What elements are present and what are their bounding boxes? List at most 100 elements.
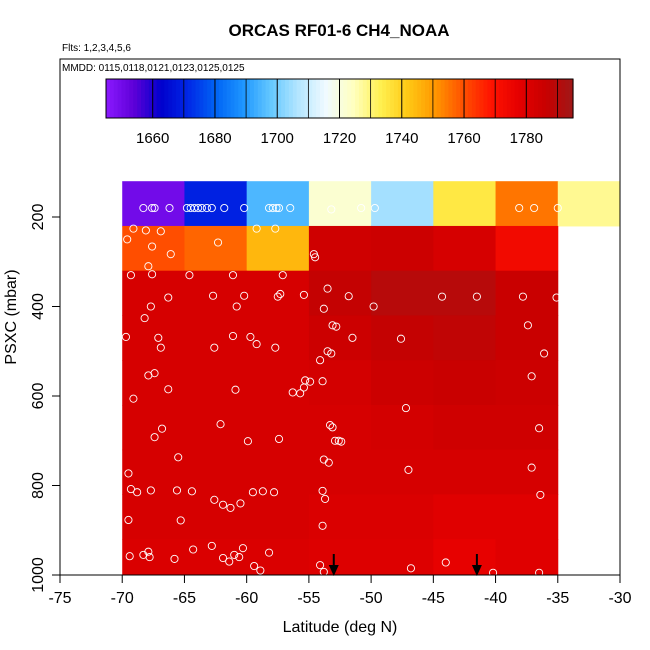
colorbar-tick-label: 1740 xyxy=(385,130,418,147)
x-tick-label: -40 xyxy=(484,590,507,607)
chart-title: ORCAS RF01-6 CH4_NOAA xyxy=(228,21,449,40)
data-point xyxy=(276,289,285,299)
data-point xyxy=(252,340,261,349)
data-point xyxy=(141,226,150,235)
colorbar-segment xyxy=(168,79,173,118)
data-point xyxy=(318,377,327,386)
colorbar-tick-label: 1760 xyxy=(447,130,480,147)
data-point xyxy=(327,205,336,214)
heatmap-cell xyxy=(308,270,372,316)
data-point xyxy=(144,371,153,380)
data-point xyxy=(472,292,481,301)
colorbar-segment xyxy=(316,79,321,118)
colorbar-segment xyxy=(164,79,169,118)
heatmap-cell xyxy=(184,449,248,495)
colorbar-segment xyxy=(273,79,278,118)
data-point xyxy=(441,558,450,567)
colorbar-segment xyxy=(561,79,566,118)
heatmap-cell xyxy=(122,181,185,227)
colorbar-segment xyxy=(253,79,259,118)
heatmap-cell xyxy=(433,181,497,227)
heatmap-cell xyxy=(246,539,310,576)
data-point xyxy=(216,420,225,429)
data-point xyxy=(176,516,185,525)
colorbar-segment xyxy=(203,79,208,118)
colorbar-segment xyxy=(331,79,337,118)
heatmap-cell xyxy=(122,494,185,540)
data-point xyxy=(144,262,153,271)
colorbar-segment xyxy=(261,79,267,118)
colorbar-segment xyxy=(218,79,224,118)
data-point xyxy=(404,465,413,474)
colorbar-segment xyxy=(460,79,465,118)
colorbar-segment xyxy=(569,79,574,118)
data-point xyxy=(207,541,216,550)
data-point xyxy=(406,564,415,573)
data-point xyxy=(540,349,549,358)
colorbar-segment xyxy=(541,79,547,118)
colorbar-segment xyxy=(537,79,543,118)
data-point xyxy=(166,250,175,259)
colorbar-segment xyxy=(300,79,306,118)
colorbar-segment xyxy=(487,79,492,118)
data-point xyxy=(325,421,335,430)
data-point xyxy=(187,487,196,496)
colorbar-segment xyxy=(440,79,446,118)
data-point xyxy=(316,356,325,365)
colorbar-segment xyxy=(409,79,415,118)
data-point xyxy=(124,515,133,525)
data-point xyxy=(527,372,536,381)
heatmap-cell xyxy=(495,225,559,272)
data-point xyxy=(299,290,308,299)
colorbar-segment xyxy=(288,79,294,118)
colorbar-segment xyxy=(444,79,450,118)
data-point xyxy=(306,377,315,386)
colorbar-segment xyxy=(530,79,535,118)
data-point xyxy=(213,238,223,247)
x-tick-label: -75 xyxy=(48,590,71,607)
colorbar-tick-label: 1660 xyxy=(136,130,169,147)
heatmap-cell xyxy=(371,181,434,227)
x-tick-label: -60 xyxy=(235,590,258,607)
data-point xyxy=(230,550,239,559)
heatmap-cell xyxy=(308,404,372,451)
colorbar-segment xyxy=(176,79,181,118)
data-point xyxy=(337,437,346,446)
colorbar-segment xyxy=(401,79,407,118)
colorbar-segment xyxy=(292,79,298,118)
data-point xyxy=(324,458,333,467)
data-point xyxy=(164,385,173,394)
y-tick-label: 1000 xyxy=(30,557,47,593)
colorbar-segment xyxy=(467,79,473,118)
x-tick-label: -45 xyxy=(422,590,445,607)
colorbar-segment xyxy=(495,79,500,118)
colorbar-segment xyxy=(549,79,555,118)
colorbar-segment xyxy=(109,79,115,118)
colorbar-segment xyxy=(137,79,142,118)
data-point xyxy=(370,203,379,213)
heatmap-cell xyxy=(557,181,621,227)
colorbar-segment xyxy=(382,79,387,118)
data-point xyxy=(271,224,280,233)
heatmap-cell xyxy=(246,449,310,495)
x-axis-label: Latitude (deg N) xyxy=(283,619,398,636)
colorbar-segment xyxy=(370,79,376,118)
colorbar-segment xyxy=(141,79,146,118)
colorbar-segment xyxy=(452,79,457,118)
data-point xyxy=(225,557,234,566)
data-point xyxy=(150,203,159,213)
heatmap-cell xyxy=(433,404,497,451)
dates-label: MMDD: 0115,0118,0121,0123,0125,0125 xyxy=(62,63,245,74)
data-point xyxy=(124,469,133,478)
data-point xyxy=(553,203,562,213)
heatmap-cell xyxy=(184,315,248,361)
data-point xyxy=(231,385,240,394)
colorbar-tick-label: 1680 xyxy=(198,130,231,147)
heatmap-cell xyxy=(433,315,497,361)
colorbar-segment xyxy=(207,79,212,118)
data-point xyxy=(258,487,267,496)
data-point xyxy=(250,562,259,571)
heatmap-cell xyxy=(433,360,497,406)
data-point xyxy=(330,436,340,445)
data-point xyxy=(274,434,284,444)
